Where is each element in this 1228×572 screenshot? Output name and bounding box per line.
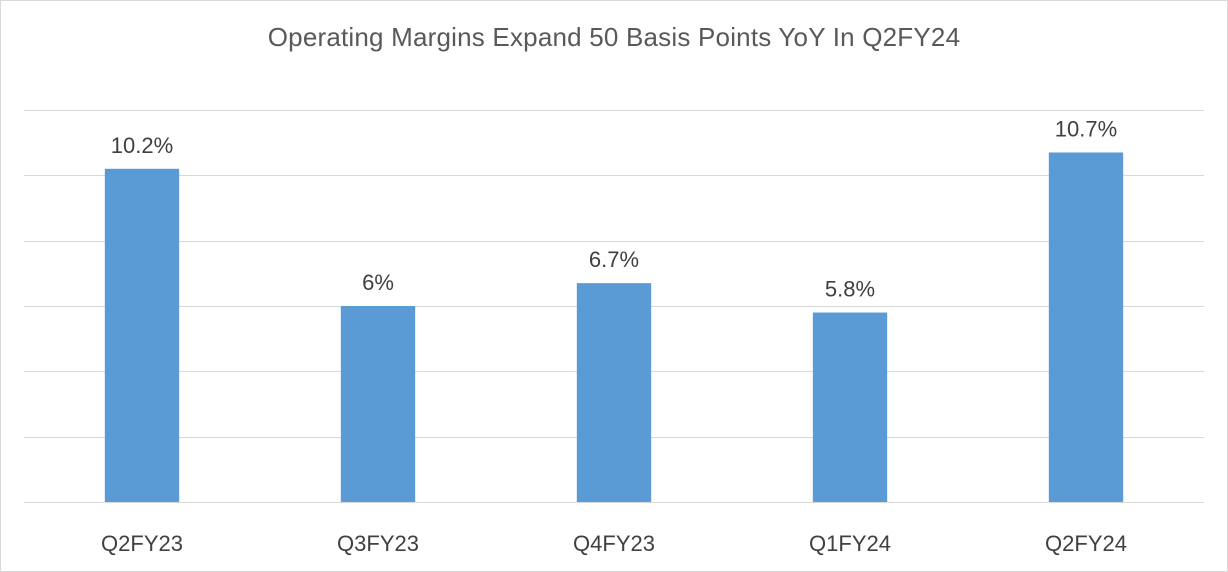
x-tick-label: Q2FY23 xyxy=(101,531,183,556)
x-tick-label: Q4FY23 xyxy=(573,531,655,556)
bar xyxy=(104,168,180,503)
x-tick-label: Q2FY24 xyxy=(1045,531,1127,556)
data-label: 5.8% xyxy=(825,277,875,302)
data-label: 10.2% xyxy=(111,133,173,158)
data-label: 6% xyxy=(362,270,394,295)
bar xyxy=(812,312,888,502)
x-tick-label: Q1FY24 xyxy=(809,531,891,556)
bar xyxy=(576,283,652,502)
bar xyxy=(1048,152,1124,502)
x-tick-label: Q3FY23 xyxy=(337,531,419,556)
data-label: 6.7% xyxy=(589,247,639,272)
data-label: 10.7% xyxy=(1055,116,1117,141)
bar xyxy=(340,306,416,502)
chart-title: Operating Margins Expand 50 Basis Points… xyxy=(267,22,961,52)
